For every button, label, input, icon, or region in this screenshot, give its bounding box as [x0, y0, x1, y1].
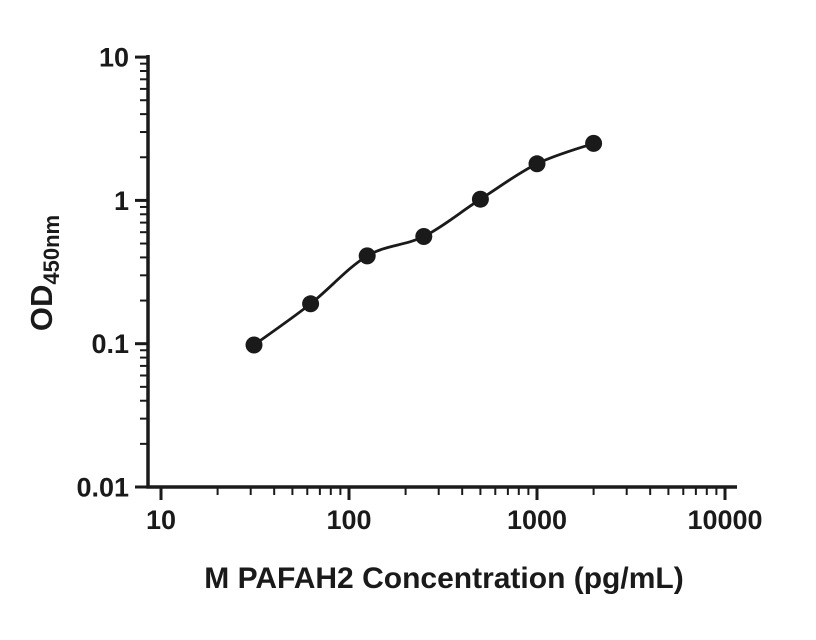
x-tick-label: 10	[146, 505, 176, 535]
data-point	[245, 336, 263, 354]
y-axis-title-subscript: 450nm	[39, 214, 64, 285]
x-axis-title: M PAFAH2 Concentration (pg/mL)	[204, 562, 684, 595]
x-tick-label: 100	[326, 505, 371, 535]
data-point	[302, 295, 320, 313]
axes	[146, 55, 737, 489]
y-tick-label: 1	[114, 186, 129, 216]
data-point	[358, 247, 376, 265]
y-axis-title-main: OD	[24, 284, 59, 332]
y-tick-label: 0.01	[76, 473, 129, 503]
data-point	[471, 190, 489, 208]
y-tick-label: 10	[99, 43, 129, 73]
data-point	[585, 134, 603, 152]
data-point	[528, 155, 546, 173]
x-tick-label: 1000	[507, 505, 567, 535]
y-axis-title: OD450nm	[24, 123, 68, 423]
x-tick-label: 10000	[687, 505, 762, 535]
data-point	[415, 228, 433, 245]
y-tick-label: 0.1	[91, 329, 129, 359]
